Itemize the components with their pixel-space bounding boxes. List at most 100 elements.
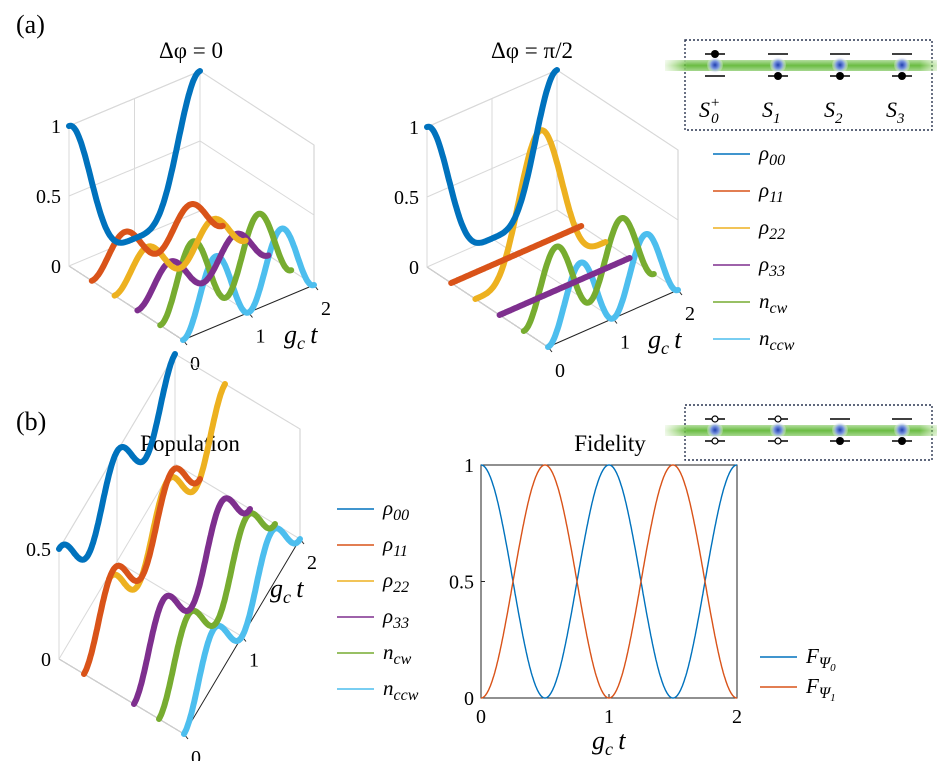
fidelity-axes-box (480, 464, 738, 699)
series-a2-2 (472, 127, 609, 302)
schem-a-label-3: S3 (886, 97, 905, 127)
schem-b-atom-2 (832, 422, 848, 438)
ttick-a1-0: 0 (190, 353, 200, 375)
ytick-b2-0: 0 (464, 688, 474, 710)
schem-b-electron-3 (898, 437, 906, 445)
plot-b1: 0 0.5 0 1 2gc t (26, 351, 317, 761)
xlabel-b1: gc t (270, 574, 304, 607)
series-a2-0 (424, 67, 560, 246)
ttick-b1-1: 1 (249, 650, 259, 672)
legend-label-rho33: ρ33 (382, 604, 409, 632)
schem-b-electron-2 (836, 437, 844, 445)
legend-label-rho22: ρ22 (382, 568, 409, 596)
series-b2-0 (480, 464, 738, 699)
schematic-a: S+ 0 S1 S2 S3 (665, 39, 937, 131)
schem-b-electron-up-1 (774, 415, 782, 423)
series-b1-4 (156, 510, 278, 722)
series-a1-3 (134, 230, 272, 314)
schem-a-frame (684, 39, 933, 131)
ttick-b1-0: 0 (191, 747, 201, 761)
title-b2: Fidelity (574, 431, 646, 456)
ttick-a2-1: 1 (620, 332, 630, 354)
schematic-b (665, 404, 937, 461)
ztick-a1-1: 0.5 (36, 186, 61, 208)
title-a2: Δφ = π/2 (491, 38, 573, 63)
ttick-a1-2: 2 (321, 298, 331, 320)
ztick-b1-1: 0.5 (26, 539, 51, 561)
series-a2-4 (520, 215, 657, 334)
series-a2-1 (448, 223, 585, 286)
tgrid-b1-0 (58, 549, 185, 735)
schem-a-electron-0 (711, 50, 719, 58)
series-b2-1 (480, 464, 738, 699)
plot-a2: 0 0.5 1 0 1 2gc t (394, 67, 695, 382)
schem-a-atom-2 (832, 57, 848, 73)
legend-label-ncw: ncw (383, 640, 412, 668)
legend-label-nccw: nccw (383, 676, 419, 704)
xlabel-a1: gc t (284, 320, 318, 353)
panel-a-label: (a) (16, 10, 45, 39)
ztick-b1-0: 0 (41, 649, 51, 671)
schem-a-label-1: S1 (762, 97, 781, 127)
schem-b-atom-1 (770, 422, 786, 438)
legend-label-rho11: ρ11 (758, 178, 784, 206)
legend-label-rho22: ρ22 (758, 215, 785, 243)
legend-label-ncw: ncw (759, 289, 788, 317)
series-b1-0 (56, 351, 178, 563)
plot-a1: 0 0.5 1 0 1 2gc t (36, 68, 331, 375)
legend-label-rho00: ρ00 (758, 141, 785, 169)
series-b1-3 (131, 495, 253, 707)
schem-a-electron-3 (898, 72, 906, 80)
legend-a: ρ00 ρ11 ρ22 ρ33 ncw nccw (713, 141, 795, 354)
legend-label-rho11: ρ11 (382, 532, 408, 560)
schem-a-electron-2 (836, 72, 844, 80)
xtick-b2-1: 1 (604, 706, 614, 728)
ttick-b1-2: 2 (307, 552, 317, 574)
panel-b-label: (b) (16, 407, 46, 436)
tgrid-a2-0 (426, 127, 549, 348)
legend-label-rho33: ρ33 (758, 252, 785, 280)
ztick-a2-2: 1 (409, 117, 419, 139)
schem-b-electron-up-0 (711, 415, 719, 423)
legend-label-rho00: ρ00 (382, 496, 409, 524)
series-a1-1 (88, 201, 226, 284)
legend-label-nccw: nccw (759, 326, 795, 354)
legend-label-F1: FΨ1 (805, 674, 836, 704)
schem-b-waveguide-shade (665, 425, 937, 436)
schem-b-electron-lo-0 (711, 437, 719, 445)
schem-b-atom-3 (894, 422, 910, 438)
ytick-b2-2: 1 (464, 455, 474, 477)
ttick-a1-1: 1 (256, 326, 266, 348)
legend-b1: ρ00 ρ11 ρ22 ρ33 ncw nccw (337, 496, 419, 704)
ttick-a2-2: 2 (685, 303, 695, 325)
schem-b-atom-0 (707, 422, 723, 438)
xtick-b2-2: 2 (732, 706, 742, 728)
tgrid-a1-0 (68, 126, 184, 341)
grid-b1: 0 0.5 0 1 2 (26, 352, 317, 761)
ytick-b2-1: 0.5 (449, 572, 474, 594)
ttick-a2-0: 0 (555, 360, 565, 382)
schem-a-atom-0 (707, 57, 723, 73)
title-a1: Δφ = 0 (159, 38, 223, 63)
schem-a-label-0: S+ 0 (699, 95, 720, 127)
ztick-a1-0: 0 (51, 256, 61, 278)
series-a1-0 (66, 68, 203, 246)
xlabel-b2: gc t (592, 726, 626, 759)
series-b1-1 (81, 465, 203, 677)
tgrid-a2-2 (556, 70, 679, 291)
schem-a-label-2: S2 (824, 97, 843, 127)
series-b1-5 (181, 525, 303, 737)
plot-b2: 0 0.5 1 0 1 2 gc t (449, 455, 742, 759)
schem-a-electron-1 (774, 72, 782, 80)
ztick-a2-0: 0 (409, 257, 419, 279)
xtick-b2-0: 0 (476, 706, 486, 728)
schem-b-electron-lo-1 (774, 437, 782, 445)
schem-a-waveguide-shade (665, 60, 937, 71)
legend-label-F0: FΨ0 (805, 644, 836, 674)
series-a2-3 (496, 255, 633, 318)
ztick-a2-1: 0.5 (394, 187, 419, 209)
schem-a-atom-1 (770, 57, 786, 73)
ztick-a1-2: 1 (51, 116, 61, 138)
schem-a-atom-3 (894, 57, 910, 73)
